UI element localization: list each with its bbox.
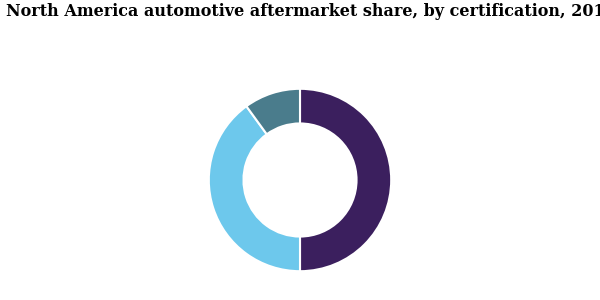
Text: North America automotive aftermarket share, by certification, 2019 (%): North America automotive aftermarket sha… xyxy=(6,3,600,20)
Wedge shape xyxy=(300,89,391,271)
Wedge shape xyxy=(209,106,300,271)
Wedge shape xyxy=(247,89,300,134)
